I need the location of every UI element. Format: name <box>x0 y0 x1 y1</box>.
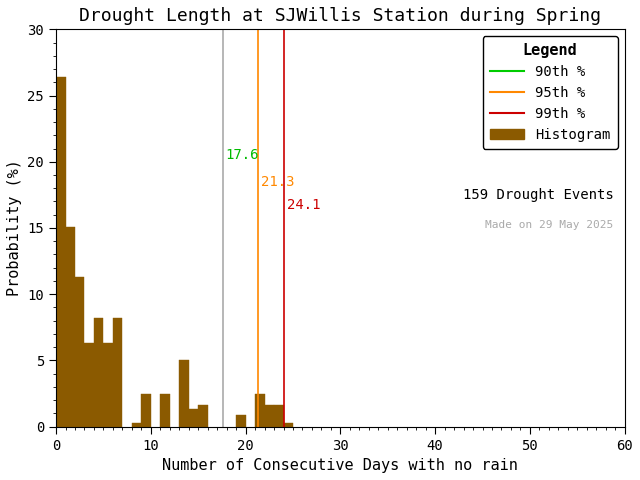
Bar <box>75 277 84 427</box>
Bar <box>198 406 208 427</box>
Bar <box>160 394 170 427</box>
Bar <box>84 343 94 427</box>
Bar <box>255 394 264 427</box>
Bar <box>284 423 293 427</box>
Text: 21.3: 21.3 <box>260 175 294 189</box>
Bar <box>65 227 75 427</box>
X-axis label: Number of Consecutive Days with no rain: Number of Consecutive Days with no rain <box>163 458 518 473</box>
Title: Drought Length at SJWillis Station during Spring: Drought Length at SJWillis Station durin… <box>79 7 602 25</box>
Bar <box>189 409 198 427</box>
Bar <box>56 77 65 427</box>
Bar <box>113 318 122 427</box>
Text: Made on 29 May 2025: Made on 29 May 2025 <box>485 220 613 230</box>
Bar <box>94 318 104 427</box>
Text: 24.1: 24.1 <box>287 198 321 213</box>
Legend: 90th %, 95th %, 99th %, Histogram: 90th %, 95th %, 99th %, Histogram <box>483 36 618 149</box>
Bar <box>179 360 189 427</box>
Bar <box>264 406 274 427</box>
Bar <box>132 423 141 427</box>
Bar <box>104 343 113 427</box>
Bar <box>236 415 246 427</box>
Y-axis label: Probability (%): Probability (%) <box>7 159 22 297</box>
Text: 159 Drought Events: 159 Drought Events <box>463 188 613 202</box>
Bar <box>141 394 151 427</box>
Bar <box>274 406 284 427</box>
Text: 17.6: 17.6 <box>226 148 259 162</box>
